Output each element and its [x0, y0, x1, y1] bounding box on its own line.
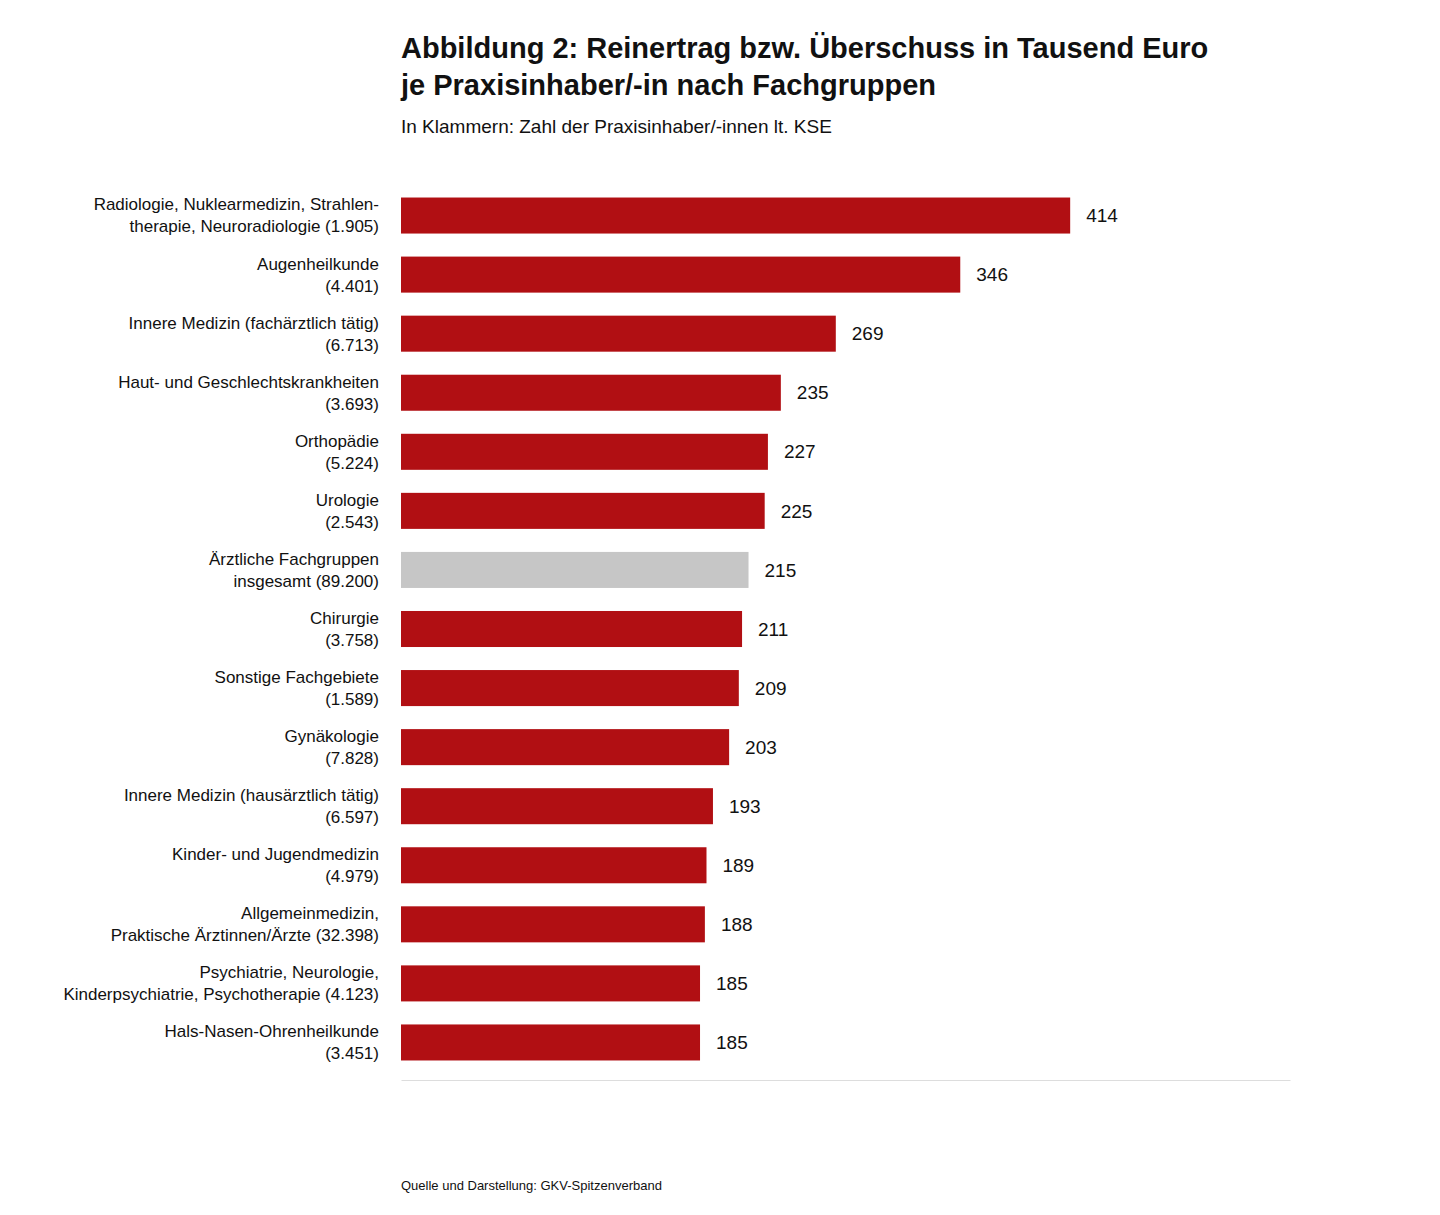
tick-label: Radiologie, Nuklearmedizin, Strahlen-the…	[94, 195, 379, 236]
data-label: 185	[716, 1032, 748, 1053]
data-label: 203	[745, 737, 777, 758]
bar	[401, 316, 836, 352]
data-labels: 414 346 269 235 227 225 215 211 209 203 193 189 188 1…	[716, 205, 1118, 1053]
data-label: 235	[797, 382, 829, 403]
data-label: 346	[976, 264, 1008, 285]
tick-label: Sonstige Fachgebiete(1.589)	[215, 668, 379, 709]
tick: Chirurgie(3.758)	[310, 609, 379, 650]
bar	[401, 375, 781, 411]
data-label: 225	[781, 501, 813, 522]
tick-label: Haut- und Geschlechtskrankheiten(3.693)	[118, 373, 379, 414]
source: Quelle und Darstellung: GKV-Spitzenverba…	[401, 1178, 662, 1193]
bars	[401, 198, 1070, 1061]
title: Abbildung 2: Reinertrag bzw. Überschuss …	[400, 32, 1208, 101]
tick: Haut- und Geschlechtskrankheiten(3.693)	[118, 373, 379, 414]
tick-label: Psychiatrie, Neurologie,Kinderpsychiatri…	[63, 963, 379, 1004]
chart: Abbildung 2: Reinertrag bzw. Überschuss …	[0, 0, 1440, 1215]
data-label: 215	[765, 560, 797, 581]
bar	[401, 1024, 700, 1060]
category-axis: Radiologie, Nuklearmedizin, Strahlen-the…	[63, 195, 379, 1063]
tick-label: Hals-Nasen-Ohrenheilkunde(3.451)	[164, 1022, 379, 1063]
tick-label: Innere Medizin (fachärztlich tätig)(6.71…	[129, 314, 379, 355]
value-axis	[402, 1080, 1291, 1081]
bar	[401, 552, 749, 588]
data-label: 185	[716, 973, 748, 994]
bar	[401, 847, 706, 883]
bar	[401, 670, 739, 706]
tick: Psychiatrie, Neurologie,Kinderpsychiatri…	[63, 963, 379, 1004]
tick-label: Chirurgie(3.758)	[310, 609, 379, 650]
tick: Augenheilkunde(4.401)	[257, 255, 379, 296]
tick: Urologie(2.543)	[316, 491, 379, 532]
bar	[401, 257, 960, 293]
tick: Orthopädie(5.224)	[295, 432, 379, 473]
data-label: 227	[784, 441, 816, 462]
tick: Allgemeinmedizin,Praktische Ärztinnen/Är…	[111, 904, 379, 945]
data-label: 414	[1086, 205, 1118, 226]
bar	[401, 434, 768, 470]
tick-label: Allgemeinmedizin,Praktische Ärztinnen/Är…	[111, 904, 379, 945]
data-label: 188	[721, 914, 753, 935]
bar	[401, 965, 700, 1001]
data-label: 209	[755, 678, 787, 699]
tick: Kinder- und Jugendmedizin(4.979)	[172, 845, 379, 886]
bar	[401, 611, 742, 647]
data-label: 269	[852, 323, 884, 344]
tick-label: Innere Medizin (hausärztlich tätig)(6.59…	[124, 786, 379, 827]
tick: Sonstige Fachgebiete(1.589)	[215, 668, 379, 709]
tick: Gynäkologie(7.828)	[284, 727, 379, 768]
bar	[401, 788, 713, 824]
bar	[401, 198, 1070, 234]
data-label: 211	[758, 619, 788, 640]
tick: Hals-Nasen-Ohrenheilkunde(3.451)	[164, 1022, 379, 1063]
tick: Innere Medizin (hausärztlich tätig)(6.59…	[124, 786, 379, 827]
tick: Innere Medizin (fachärztlich tätig)(6.71…	[129, 314, 379, 355]
tick: Radiologie, Nuklearmedizin, Strahlen-the…	[94, 195, 379, 236]
bar	[401, 493, 765, 529]
bar	[401, 906, 705, 942]
tick-label: Gynäkologie(7.828)	[284, 727, 379, 768]
subtitle: In Klammern: Zahl der Praxisinhaber/-inn…	[401, 116, 832, 137]
tick-label: Augenheilkunde(4.401)	[257, 255, 379, 296]
tick-label: Urologie(2.543)	[316, 491, 379, 532]
tick-label: Orthopädie(5.224)	[295, 432, 379, 473]
bar	[401, 729, 729, 765]
data-label: 193	[729, 796, 761, 817]
data-label: 189	[722, 855, 754, 876]
tick-label: Kinder- und Jugendmedizin(4.979)	[172, 845, 379, 886]
tick: Ärztliche Fachgruppeninsgesamt (89.200)	[209, 550, 379, 591]
axis-line	[402, 1080, 1291, 1081]
tick-label: Ärztliche Fachgruppeninsgesamt (89.200)	[209, 550, 379, 591]
